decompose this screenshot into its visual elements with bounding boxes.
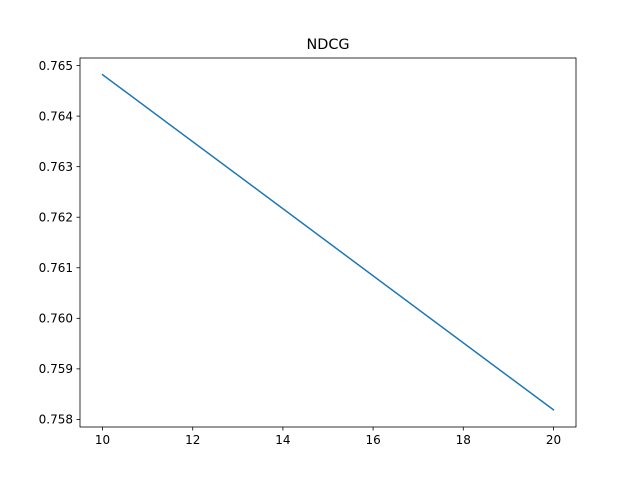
x-tick-label: 18	[456, 433, 471, 447]
x-axis: 10 12 14 16 18 20	[95, 427, 561, 447]
x-tick-label: 16	[365, 433, 380, 447]
y-tick-label: 0.765	[39, 59, 73, 73]
y-tick-label: 0.763	[39, 160, 73, 174]
y-tick-label: 0.760	[39, 312, 73, 326]
y-tick-label: 0.764	[39, 109, 73, 123]
x-tick-label: 10	[95, 433, 110, 447]
x-tick-label: 12	[185, 433, 200, 447]
x-tick-label: 20	[546, 433, 561, 447]
y-tick-label: 0.758	[39, 413, 73, 427]
y-tick-label: 0.759	[39, 362, 73, 376]
y-tick-label: 0.761	[39, 261, 73, 275]
plot-frame	[79, 57, 577, 428]
y-axis: 0.758 0.759 0.760 0.761 0.762 0.763 0.764 0.765	[39, 59, 80, 427]
x-tick-label: 14	[275, 433, 290, 447]
chart-title: NDCG	[306, 37, 349, 53]
y-tick-label: 0.762	[39, 211, 73, 225]
series-line	[101, 73, 555, 411]
series-layer	[101, 73, 555, 411]
